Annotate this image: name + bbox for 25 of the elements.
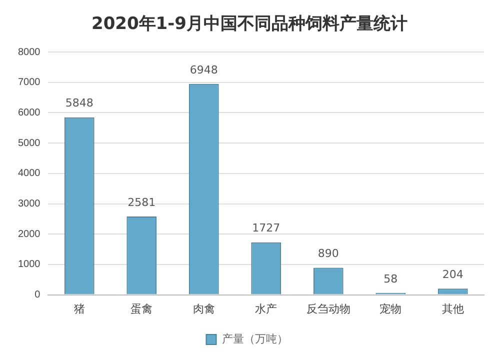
data-label: 890 (318, 247, 339, 260)
x-tick-label: 蛋禽 (130, 303, 153, 316)
y-tick-label: 5000 (18, 138, 41, 149)
y-tick-label: 1000 (18, 259, 41, 270)
y-tick-label: 4000 (18, 168, 41, 180)
x-tick-label: 水产 (255, 302, 278, 316)
data-label: 5848 (65, 96, 94, 110)
y-tick-label: 0 (34, 290, 41, 301)
data-label: 1727 (252, 222, 280, 235)
data-label: 58 (384, 272, 398, 286)
x-tick-label: 反刍动物 (306, 302, 350, 316)
x-tick-label: 猪 (74, 302, 85, 316)
chart-title: 2020年1-9月中国不同品种饲料产量统计 (90, 13, 409, 36)
y-tick-label: 6000 (18, 107, 41, 118)
legend-label: 产量（万吨） (222, 332, 288, 346)
data-label: 2581 (128, 196, 156, 209)
y-tick-label: 8000 (18, 46, 41, 58)
x-tick-label: 肉禽 (192, 303, 215, 316)
y-tick-label: 7000 (18, 77, 41, 88)
data-label: 204 (442, 268, 464, 281)
y-tick-label: 2000 (18, 228, 41, 240)
y-tick-label: 3000 (18, 198, 41, 210)
data-label: 6948 (190, 63, 218, 76)
x-tick-label: 其他 (442, 302, 464, 316)
x-tick-label: 宠物 (380, 302, 402, 316)
